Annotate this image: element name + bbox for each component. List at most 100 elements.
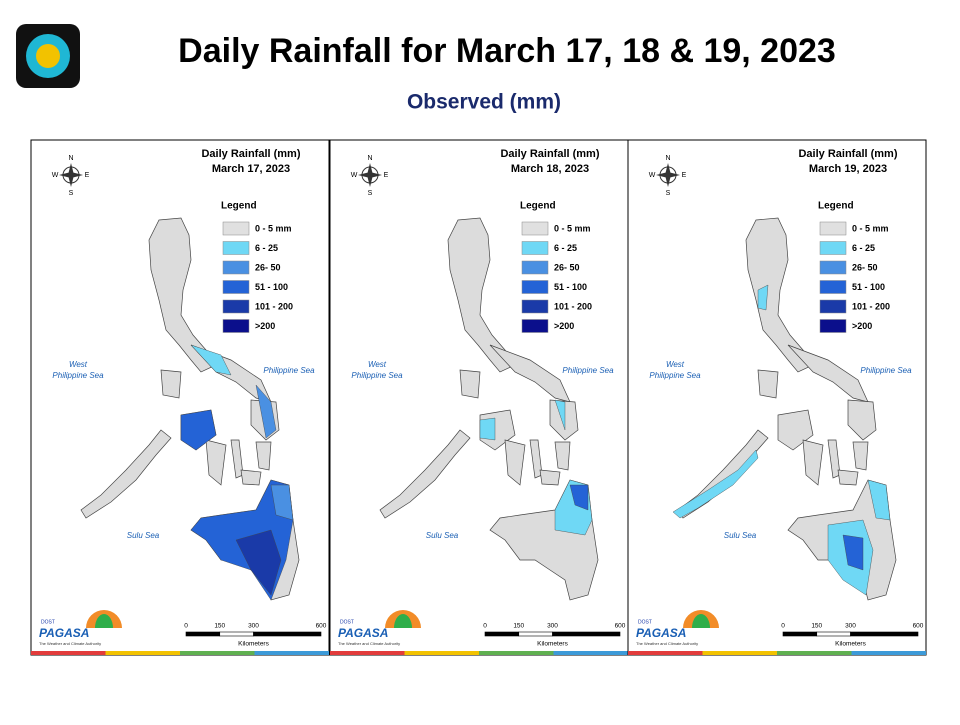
legend-label: 51 - 100 [852,282,885,292]
legend-swatch [819,299,847,314]
scale-label: 0 [483,623,487,630]
footer-strip [105,651,180,655]
rain-area [180,409,217,451]
scale-label: 150 [811,623,822,630]
map-panel: Daily Rainfall (mm) March 18, 2023 N W E S Leg… [329,139,629,656]
legend-label: 26- 50 [554,262,580,272]
compass-label: E [384,172,389,179]
sea-label: Sulu Sea [426,531,459,540]
compass-label: N [367,155,372,162]
legend-swatch [521,319,549,333]
scale-segment [484,631,520,637]
scale-label: 600 [316,623,327,630]
header-logo [16,24,80,88]
rain-area [554,399,566,431]
sea-label: West [69,360,88,369]
footer-strip [404,651,479,655]
scale-segment [185,631,221,637]
sea-label: Philippine Sea [52,371,104,380]
rain-area [672,449,759,519]
compass-label: E [682,172,687,179]
map-panel: Daily Rainfall (mm) March 17, 2023 N W E S Leg… [30,139,330,656]
legend-label: 6 - 25 [852,243,875,253]
legend-label: 101 - 200 [852,301,890,311]
legend-title: Legend [221,201,257,212]
scale-label: 300 [248,623,259,630]
legend-swatch [521,260,549,275]
legend-swatch [819,319,847,333]
panel-title: Daily Rainfall (mm) [201,148,300,160]
subtitle: Observed (mm) [407,91,561,114]
scale-segment [253,631,322,637]
scale-unit: Kilometers [537,641,568,648]
footer-strip [180,651,255,655]
panel-date: March 17, 2023 [212,163,290,175]
legend-swatch [819,221,847,236]
sea-label: West [666,360,685,369]
legend-label: 101 - 200 [554,301,592,311]
scale-unit: Kilometers [835,641,866,648]
rain-area [270,484,294,521]
legend-label: 0 - 5 mm [255,223,292,233]
compass-label: W [649,172,656,179]
footer-strip [254,651,329,655]
logo-agency: DOST [340,619,354,625]
logo-agency: DOST [41,619,55,625]
legend-label: 0 - 5 mm [852,223,889,233]
title: Daily Rainfall for March 17, 18 & 19, 20… [178,32,836,70]
legend-swatch [819,241,847,255]
legend-title: Legend [520,201,556,212]
scale-segment [850,631,919,637]
legend-label: 26- 50 [852,262,878,272]
footer-strip [777,651,852,655]
legend-swatch [222,280,250,294]
legend-swatch [222,221,250,236]
scale-label: 300 [845,623,856,630]
legend-label: >200 [554,321,574,331]
scale-label: 0 [781,623,785,630]
sea-label: Philippine Sea [562,366,614,375]
compass-label: W [52,172,59,179]
compass-label: S [666,190,671,197]
footer-strip [479,651,554,655]
legend-swatch [521,241,549,255]
panel-date: March 19, 2023 [809,163,887,175]
logo-umbrella [692,614,710,628]
sea-label: Sulu Sea [127,531,160,540]
legend-label: >200 [255,321,275,331]
panel-title: Daily Rainfall (mm) [798,148,897,160]
scale-segment [816,631,851,637]
scale-label: 600 [615,623,626,630]
rain-area [842,534,864,571]
rain-area [479,417,496,441]
sea-label: West [368,360,387,369]
scale-label: 300 [547,623,558,630]
logo-tagline: The Weather and Climate Authority [39,641,101,646]
scale-segment [219,631,254,637]
legend-label: >200 [852,321,872,331]
logo-agency: DOST [638,619,652,625]
legend-label: 0 - 5 mm [554,223,591,233]
legend-label: 6 - 25 [554,243,577,253]
rain-area [569,484,589,511]
logo-name: PAGASA [338,626,388,640]
panel-date: March 18, 2023 [511,163,589,175]
legend-label: 51 - 100 [554,282,587,292]
rain-area [190,344,232,376]
legend-swatch [222,241,250,255]
scale-segment [552,631,621,637]
footer-strip [330,651,405,655]
scale-segment [518,631,553,637]
logo-name: PAGASA [39,626,89,640]
footer-strip [628,651,703,655]
scale-label: 0 [184,623,188,630]
sea-label: Philippine Sea [263,366,315,375]
scale-unit: Kilometers [238,641,269,648]
compass-label: S [69,190,74,197]
rain-area [235,529,282,596]
legend-swatch [819,260,847,275]
compass [358,163,382,187]
legend-label: 51 - 100 [255,282,288,292]
panel-title: Daily Rainfall (mm) [500,148,599,160]
